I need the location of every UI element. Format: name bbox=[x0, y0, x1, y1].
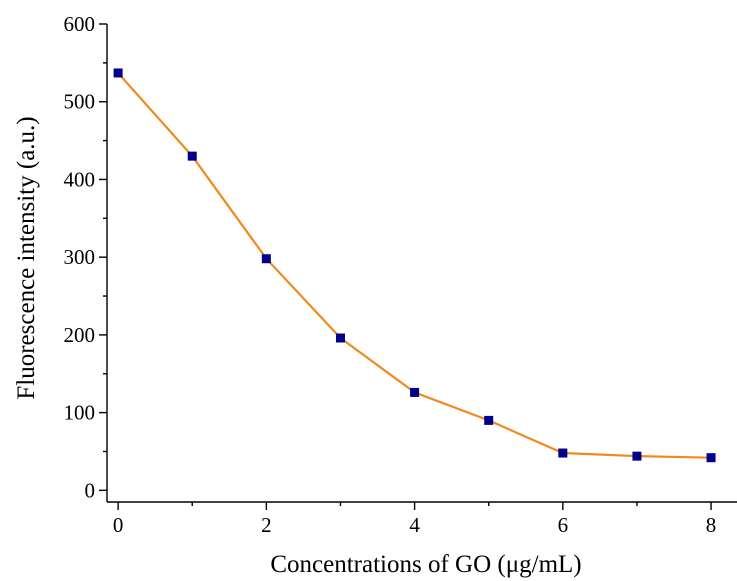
x-tick-label: 4 bbox=[409, 513, 420, 537]
ticks: 0 100 200 300 400 500 600 0 2 4 6 8 bbox=[64, 12, 717, 537]
y-tick-label: 600 bbox=[64, 12, 96, 36]
x-axis-title: Concentrations of GO (μg/mL) bbox=[270, 551, 581, 578]
axes bbox=[106, 24, 737, 503]
data-point bbox=[261, 254, 271, 264]
x-tick-label: 6 bbox=[558, 513, 569, 537]
x-tick-label: 0 bbox=[113, 513, 124, 537]
y-tick-label: 200 bbox=[64, 323, 96, 347]
y-tick-label: 100 bbox=[64, 401, 96, 425]
y-tick-label: 300 bbox=[64, 245, 96, 269]
data-series bbox=[113, 68, 716, 463]
data-point bbox=[706, 453, 716, 463]
data-point bbox=[335, 333, 345, 343]
data-point bbox=[558, 448, 568, 458]
data-point bbox=[187, 151, 197, 161]
y-tick-label: 500 bbox=[64, 90, 96, 114]
y-tick-label: 0 bbox=[85, 478, 96, 502]
y-tick-label: 400 bbox=[64, 167, 96, 191]
data-point bbox=[632, 451, 642, 461]
data-point bbox=[484, 415, 494, 425]
x-tick-label: 2 bbox=[261, 513, 272, 537]
data-point bbox=[410, 387, 420, 397]
x-tick-label: 8 bbox=[706, 513, 717, 537]
y-axis-title: Fluorescence intensity (a.u.) bbox=[13, 116, 40, 399]
data-point bbox=[113, 68, 123, 78]
series-line bbox=[117, 72, 712, 459]
